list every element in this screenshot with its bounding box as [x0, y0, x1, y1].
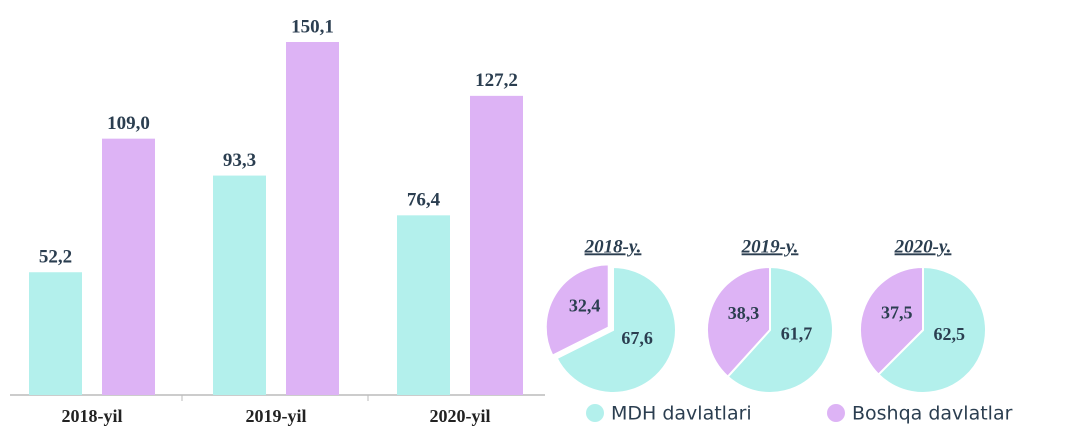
bar: [102, 138, 155, 395]
legend-swatch: [586, 404, 604, 422]
bar: [286, 42, 339, 395]
pie-title: 2020-y.: [894, 236, 952, 257]
pie-slice: [706, 265, 771, 379]
x-tick-label: 2018-yil: [62, 406, 123, 426]
pie-label: 38,3: [728, 303, 760, 323]
pie-label: 62,5: [933, 324, 965, 344]
value-label: 109,0: [107, 113, 150, 134]
legend-label: Boshqa davlatlar: [852, 403, 1013, 425]
x-tick-label: 2019-yil: [246, 406, 307, 426]
value-label: 52,2: [39, 247, 72, 268]
pie-title: 2018-y.: [584, 236, 642, 257]
pie-slice: [877, 265, 987, 394]
bar: [213, 175, 266, 395]
bar: [397, 215, 450, 395]
pie-label: 67,6: [621, 328, 653, 348]
pie-slice: [726, 265, 834, 394]
pie-slice: [544, 263, 610, 357]
pie-label: 61,7: [781, 323, 813, 343]
bar: [29, 272, 82, 395]
pie-slice: [555, 265, 677, 394]
value-label: 150,1: [291, 16, 334, 37]
pie-slice: [859, 265, 924, 376]
legend-label: MDH davlatlari: [611, 403, 752, 425]
pie-label: 32,4: [569, 296, 601, 316]
value-label: 127,2: [475, 70, 518, 91]
bar: [470, 95, 523, 395]
value-label: 93,3: [223, 150, 256, 171]
value-label: 76,4: [407, 190, 441, 211]
pie-label: 37,5: [881, 302, 913, 322]
legend-swatch: [827, 404, 845, 422]
x-tick-label: 2020-yil: [430, 406, 491, 426]
pie-title: 2019-y.: [741, 236, 799, 257]
